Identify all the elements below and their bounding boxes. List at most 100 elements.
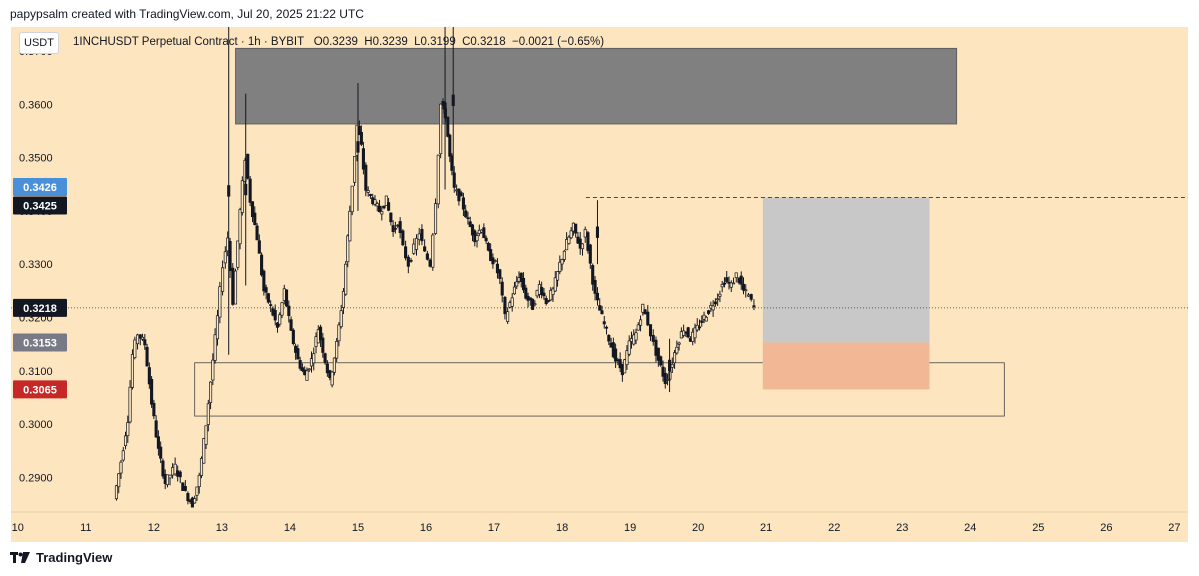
candle-body-194	[569, 230, 573, 239]
demand-zone	[194, 362, 1005, 417]
candle-body-240	[677, 342, 681, 345]
candle-body-170	[515, 281, 519, 287]
candle-body-264	[731, 282, 736, 285]
candle-body-201	[586, 232, 590, 251]
candle-body-208	[602, 321, 606, 325]
candle-body-127	[412, 243, 416, 254]
tradingview-logo-icon	[10, 551, 30, 564]
candle-body-219	[627, 340, 631, 355]
candle-body-18	[156, 436, 160, 449]
candle-body-169	[512, 286, 517, 295]
candle-body-217	[623, 359, 627, 374]
stop-zone	[762, 342, 930, 390]
candle-body-224	[638, 319, 643, 326]
supply-zone	[235, 47, 958, 125]
candle-body-9	[135, 334, 140, 345]
y-tick-label-7: 0.3600	[19, 99, 53, 111]
candle-body-255	[711, 305, 715, 311]
quote-currency-button[interactable]: USDT	[19, 32, 59, 54]
candlestick-chart[interactable]: 0.29000.30000.31000.32000.33000.34000.35…	[11, 27, 1188, 542]
legend-open: O0.3239	[313, 36, 358, 48]
x-tick-label-2: 12	[148, 522, 160, 534]
candle-body-13	[145, 346, 149, 367]
candle-body-30	[186, 493, 190, 502]
candle-body-59	[255, 225, 259, 241]
candle-body-11	[140, 336, 145, 340]
x-tick-label-5: 15	[352, 522, 364, 534]
candle-body-244	[686, 327, 690, 338]
candle-body-93	[332, 357, 336, 373]
candle-body-229	[651, 335, 655, 342]
candle-body-79	[300, 367, 304, 371]
x-tick-label-0: 10	[12, 522, 24, 534]
candle-body-186	[551, 288, 555, 295]
candle-body-203	[591, 265, 595, 285]
candle-body-14	[147, 367, 151, 385]
candle-body-204	[593, 279, 597, 294]
candle-body-8	[133, 339, 137, 358]
candle-body-156	[482, 227, 486, 239]
candle-body-102	[353, 156, 357, 183]
candle-body-22	[165, 474, 170, 486]
candle-body-253	[707, 310, 711, 314]
candle-body-53	[240, 180, 244, 213]
candle-body-178	[533, 303, 537, 306]
candle-body-96	[339, 310, 343, 327]
candle-body-12	[143, 339, 147, 346]
candle-body-132	[425, 253, 429, 260]
candle-body-24	[171, 467, 175, 476]
candle-body-25	[173, 463, 177, 475]
candle-body-193	[567, 236, 571, 244]
candle-body-99	[346, 235, 350, 263]
legend-high: H0.3239	[364, 36, 408, 48]
candle-body-75	[291, 329, 295, 345]
legend-change: −0.0021 (−0.65%)	[511, 36, 605, 48]
candle-body-200	[583, 229, 587, 238]
legend-low: L0.3199	[414, 36, 456, 48]
price-label-0: 0.3426	[23, 182, 57, 194]
candle-body-215	[618, 359, 622, 369]
candle-body-263	[729, 282, 733, 288]
candle-body-269	[744, 289, 748, 292]
candle-body-126	[409, 259, 413, 262]
candle-body-33	[193, 498, 197, 504]
candle-body-38	[204, 425, 208, 445]
x-tick-label-10: 20	[692, 522, 704, 534]
candle-body-56	[248, 178, 252, 203]
candle-body-115	[382, 205, 386, 209]
x-tick-label-9: 19	[624, 522, 636, 534]
candle-body-237	[670, 364, 674, 368]
candle-body-118	[389, 212, 393, 223]
candle-body-58	[253, 212, 257, 225]
chart-area[interactable]: 0.29000.30000.31000.32000.33000.34000.35…	[11, 27, 1188, 542]
candle-body-235	[665, 379, 670, 381]
candle-body-250	[700, 320, 704, 323]
candle-body-111	[373, 199, 377, 205]
candle-body-57	[250, 201, 255, 218]
candle-body-90	[325, 363, 329, 374]
candle-body-28	[181, 482, 185, 491]
candle-body-123	[401, 230, 405, 246]
candle-body-137	[439, 103, 443, 155]
candle-body-105	[359, 131, 363, 145]
candle-body-43	[215, 315, 220, 340]
candle-body-6	[128, 386, 132, 423]
candle-body-185	[549, 290, 553, 301]
candle-body-184	[546, 300, 551, 302]
price-label-bg-1	[13, 196, 67, 215]
candle-body-270	[746, 294, 751, 297]
candle-body-190	[560, 259, 564, 265]
candle-body-192	[565, 239, 569, 251]
candle-body-147	[461, 197, 465, 210]
candle-body-113	[377, 205, 382, 213]
candle-body-4	[123, 435, 128, 447]
candle-body-157	[484, 237, 488, 242]
candle-body-26	[176, 470, 180, 477]
candle-body-202	[588, 244, 592, 264]
candle-body-17	[154, 420, 158, 438]
price-label-bg-2	[13, 298, 67, 317]
candle-body-140	[446, 116, 450, 137]
candle-body-60	[257, 240, 261, 254]
candle-body-161	[493, 260, 497, 262]
candle-body-256	[713, 301, 717, 305]
